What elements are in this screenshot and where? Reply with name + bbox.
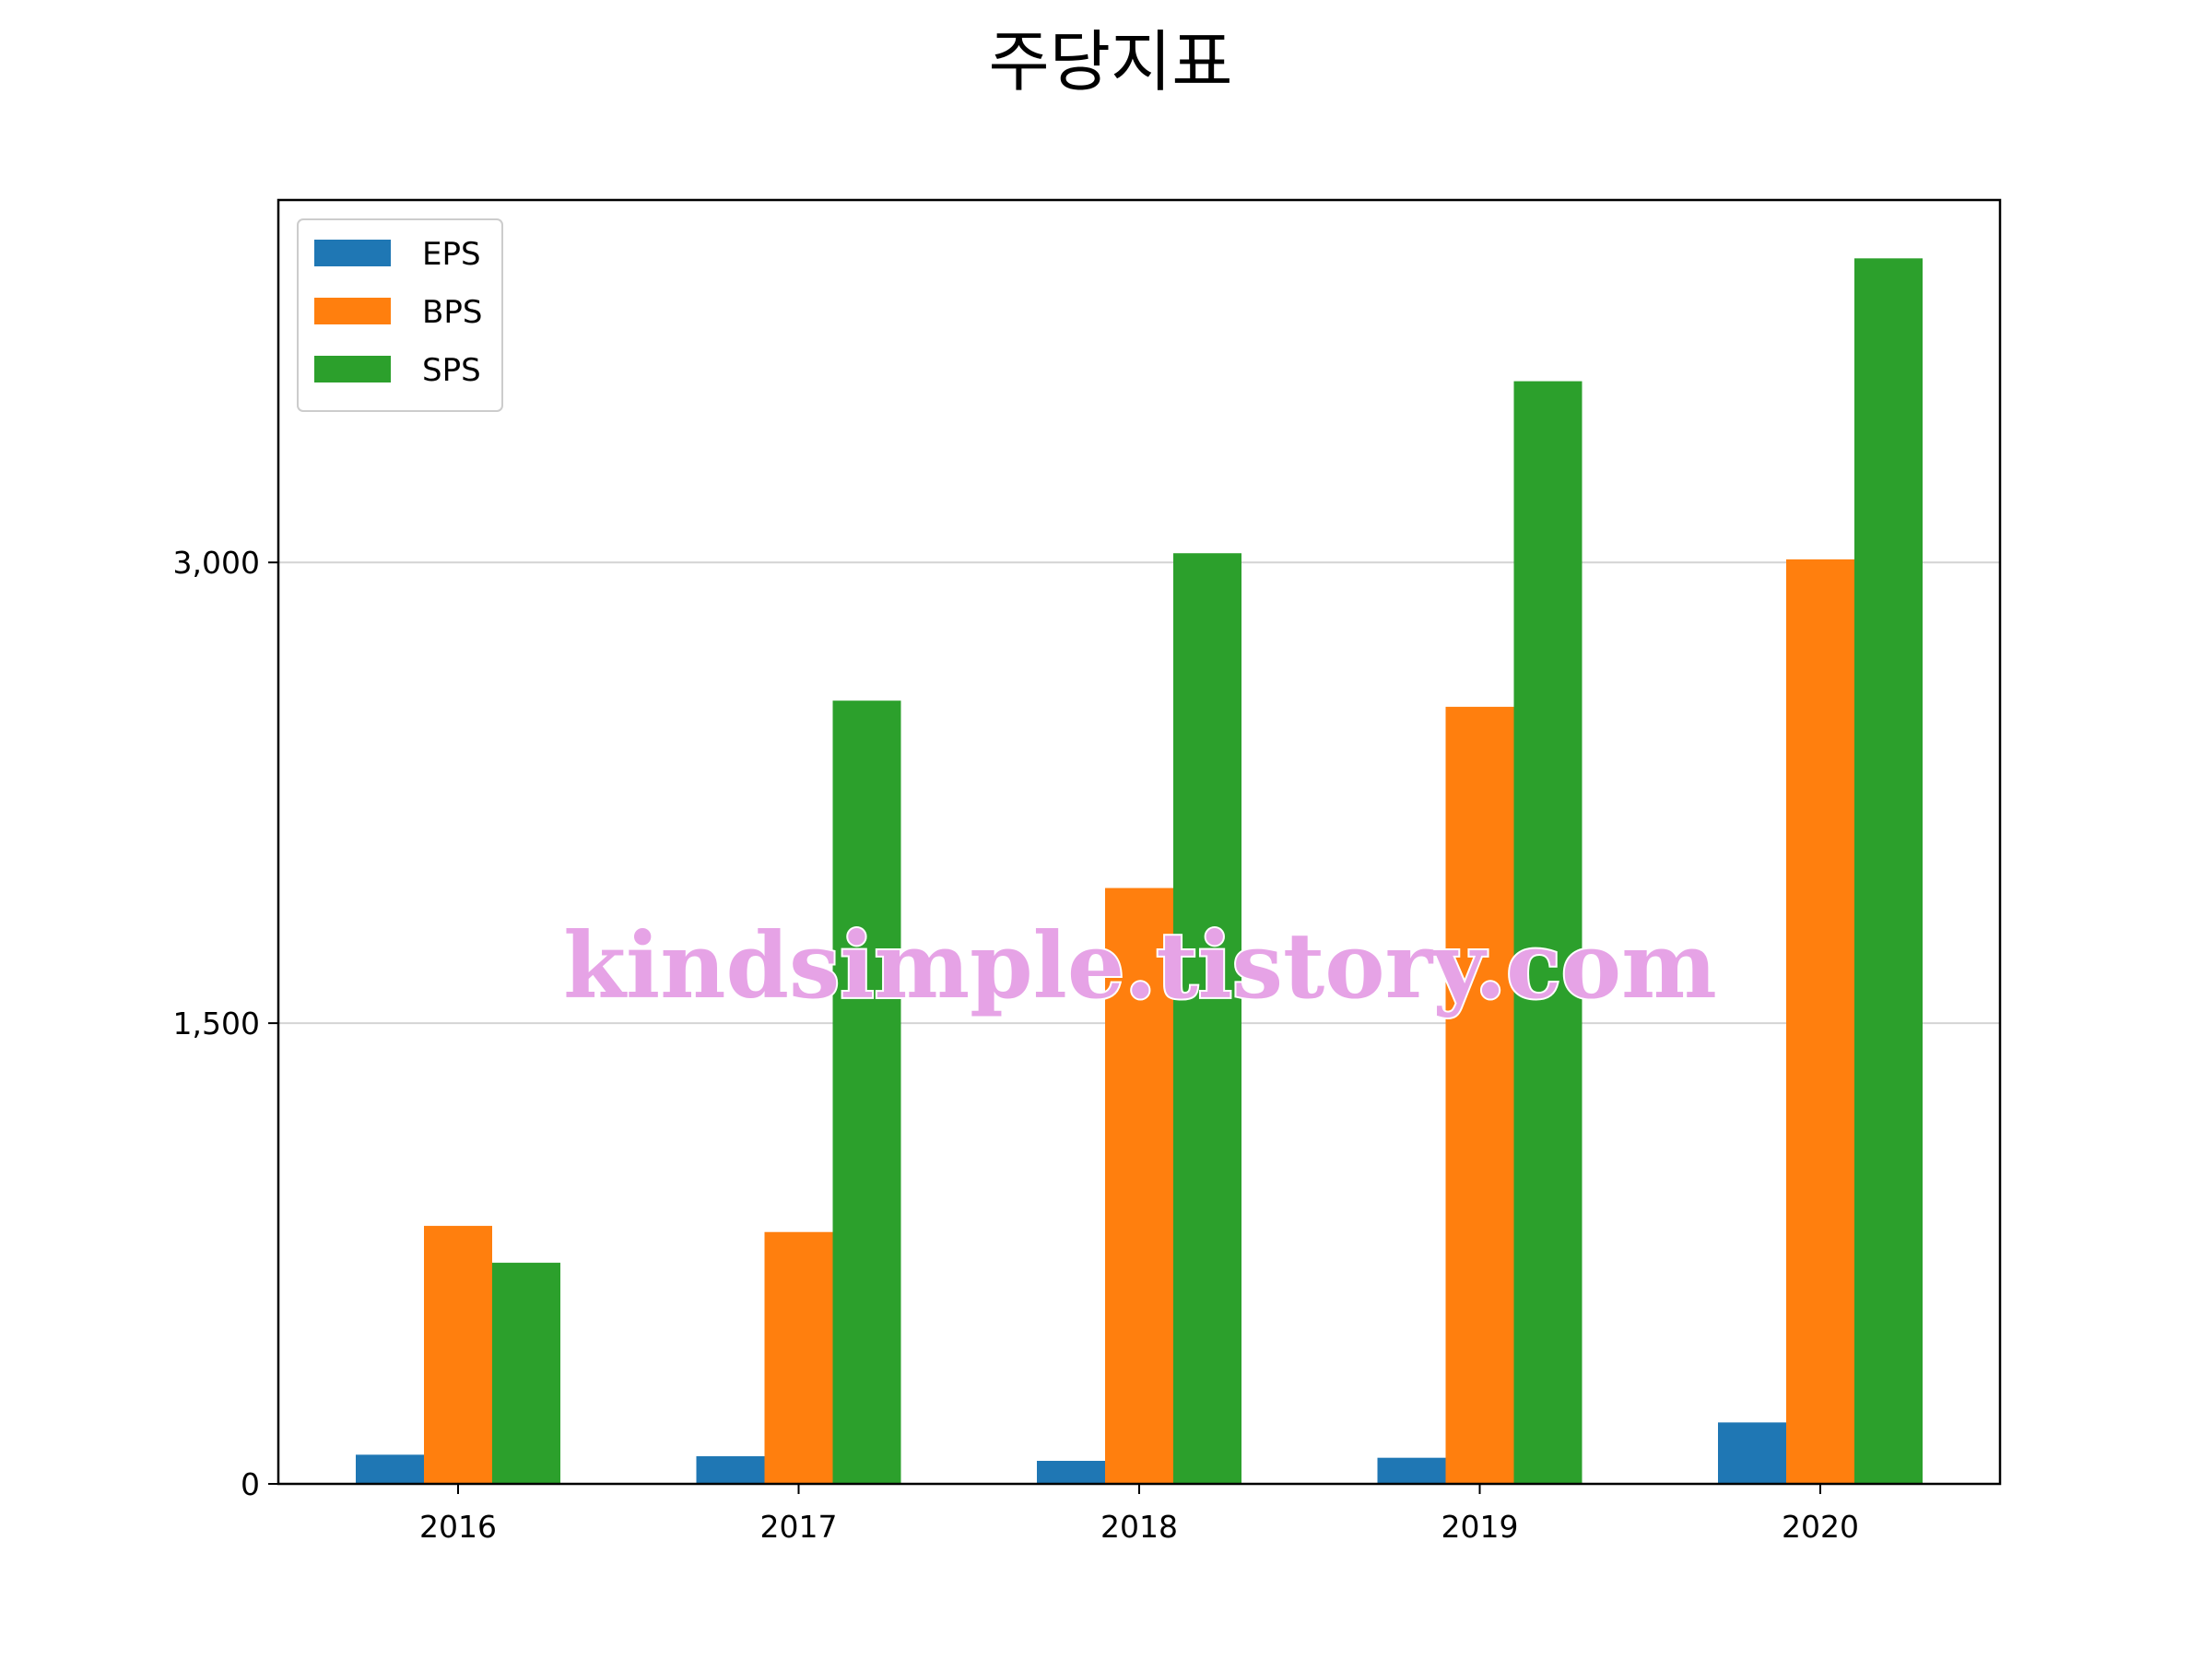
legend-swatch-eps bbox=[314, 240, 391, 266]
bar-bps-2017 bbox=[764, 1231, 833, 1484]
bar-bps-2018 bbox=[1105, 888, 1173, 1484]
bars bbox=[356, 258, 1923, 1485]
legend-swatch-bps bbox=[314, 298, 391, 324]
bar-eps-2020 bbox=[1718, 1422, 1786, 1484]
legend-label-eps: EPS bbox=[422, 236, 481, 273]
bar-sps-2019 bbox=[1513, 381, 1583, 1484]
x-tick-label-2017: 2017 bbox=[760, 1509, 838, 1545]
x-tick-label-2019: 2019 bbox=[1441, 1509, 1519, 1545]
bar-eps-2017 bbox=[696, 1456, 765, 1484]
y-tick-label-2: 3,000 bbox=[173, 545, 260, 581]
bar-eps-2019 bbox=[1377, 1457, 1446, 1484]
x-tick-label-2020: 2020 bbox=[1782, 1509, 1859, 1545]
chart-title: 주당지표 bbox=[989, 23, 1233, 100]
legend-label-sps: SPS bbox=[422, 352, 481, 389]
x-tick-label-2018: 2018 bbox=[1100, 1509, 1178, 1545]
bar-eps-2018 bbox=[1037, 1461, 1105, 1484]
bar-bps-2016 bbox=[424, 1226, 492, 1484]
x-tick-label-2016: 2016 bbox=[419, 1509, 497, 1545]
bar-bps-2020 bbox=[1786, 559, 1854, 1484]
bar-sps-2016 bbox=[492, 1263, 560, 1484]
legend: EPS BPS SPS bbox=[297, 218, 503, 412]
legend-label-bps: BPS bbox=[422, 294, 482, 331]
bar-sps-2018 bbox=[1173, 553, 1241, 1484]
watermark-text: kindsimple.tistory.com bbox=[563, 913, 1717, 1019]
legend-swatch-sps bbox=[314, 356, 391, 382]
y-tick-label-1: 1,500 bbox=[173, 1006, 260, 1041]
bar-eps-2016 bbox=[356, 1454, 424, 1484]
x-tick-labels: 2016 2017 2018 2019 2020 bbox=[419, 1484, 1859, 1545]
y-tick-label-0: 0 bbox=[241, 1466, 260, 1502]
bar-sps-2017 bbox=[832, 700, 901, 1484]
bar-bps-2019 bbox=[1445, 706, 1514, 1484]
bar-sps-2020 bbox=[1854, 258, 1923, 1485]
y-tick-labels: 0 1,500 3,000 bbox=[173, 545, 278, 1502]
